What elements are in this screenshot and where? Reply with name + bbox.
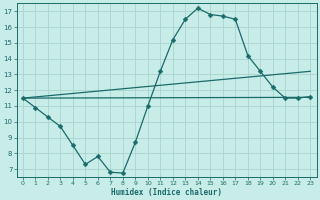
X-axis label: Humidex (Indice chaleur): Humidex (Indice chaleur) — [111, 188, 222, 197]
